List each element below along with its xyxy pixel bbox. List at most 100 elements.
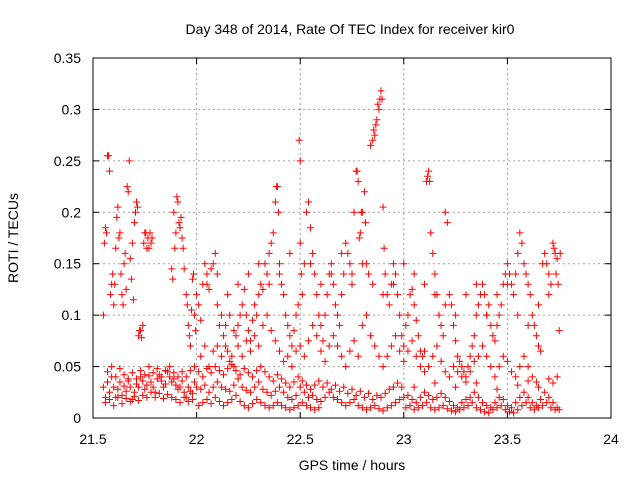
data-point — [115, 234, 123, 242]
data-point — [363, 406, 371, 414]
data-point — [118, 291, 126, 299]
data-point — [466, 352, 474, 360]
data-point — [203, 270, 211, 278]
data-point — [431, 270, 439, 278]
data-point — [549, 379, 557, 387]
data-point — [385, 301, 393, 309]
data-point — [377, 87, 385, 95]
data-point — [532, 332, 540, 340]
data-point — [124, 188, 132, 196]
data-point — [300, 352, 308, 360]
data-point — [439, 332, 447, 340]
data-point — [361, 219, 369, 227]
data-point — [166, 373, 174, 381]
data-point — [454, 352, 462, 360]
x-axis-title: GPS time / hours — [299, 457, 406, 473]
data-point — [238, 352, 246, 360]
data-point — [402, 404, 410, 412]
data-point — [321, 393, 329, 401]
data-point — [543, 260, 551, 268]
data-point — [441, 208, 449, 216]
data-point — [286, 332, 294, 340]
data-point — [421, 368, 429, 376]
data-point — [244, 327, 252, 335]
data-point — [99, 311, 107, 319]
data-point — [253, 367, 261, 375]
data-point — [340, 383, 348, 391]
data-point — [278, 402, 286, 410]
data-point — [213, 270, 221, 278]
data-point — [298, 377, 306, 385]
data-point — [246, 388, 254, 396]
data-point — [445, 291, 453, 299]
data-point — [476, 406, 484, 414]
data-point — [474, 393, 482, 401]
data-point — [211, 363, 219, 371]
data-point — [201, 342, 209, 350]
data-point — [479, 342, 487, 350]
data-points — [99, 87, 564, 417]
data-point — [128, 369, 136, 377]
data-point — [110, 301, 118, 309]
data-point — [398, 332, 406, 340]
data-point — [296, 383, 304, 391]
data-point — [174, 373, 182, 381]
data-point — [244, 270, 252, 278]
data-point — [127, 275, 135, 283]
data-point — [352, 391, 360, 399]
data-point — [253, 395, 261, 403]
data-point — [114, 393, 122, 401]
data-point — [232, 332, 240, 340]
data-point — [162, 367, 170, 375]
data-point — [288, 342, 296, 350]
data-point — [282, 379, 290, 387]
data-point — [423, 399, 431, 407]
data-point — [373, 116, 381, 124]
data-point — [133, 375, 141, 383]
data-point — [294, 373, 302, 381]
data-point — [464, 363, 472, 371]
data-point — [292, 391, 300, 399]
data-point — [182, 291, 190, 299]
data-point — [257, 399, 265, 407]
data-point — [145, 372, 153, 380]
chart-title: Day 348 of 2014, Rate Of TEC Index for r… — [186, 21, 515, 37]
data-point — [356, 229, 364, 237]
data-point — [408, 285, 416, 293]
data-point — [491, 399, 499, 407]
data-point — [236, 311, 244, 319]
data-point — [321, 357, 329, 365]
data-point — [556, 249, 564, 257]
data-point — [530, 406, 538, 414]
data-point — [331, 301, 339, 309]
data-point — [524, 393, 532, 401]
data-point — [545, 291, 553, 299]
data-point — [406, 402, 414, 410]
data-point — [128, 239, 136, 247]
data-point — [534, 342, 542, 350]
data-point — [431, 379, 439, 387]
data-point — [381, 270, 389, 278]
data-point — [187, 306, 195, 314]
data-point — [207, 400, 215, 408]
data-point — [197, 316, 205, 324]
data-point — [162, 380, 170, 388]
data-point — [297, 270, 305, 278]
data-point — [344, 249, 352, 257]
data-point — [503, 357, 511, 365]
data-point — [249, 316, 257, 324]
data-point — [547, 280, 555, 288]
data-point — [340, 270, 348, 278]
data-point — [188, 275, 196, 283]
data-point — [271, 198, 279, 206]
data-point — [304, 393, 312, 401]
data-point — [263, 270, 271, 278]
data-point — [369, 136, 377, 144]
data-point — [552, 270, 560, 278]
data-point — [358, 260, 366, 268]
data-point — [183, 301, 191, 309]
data-point — [355, 234, 363, 242]
data-point — [429, 249, 437, 257]
data-point — [120, 260, 128, 268]
data-point — [151, 393, 159, 401]
